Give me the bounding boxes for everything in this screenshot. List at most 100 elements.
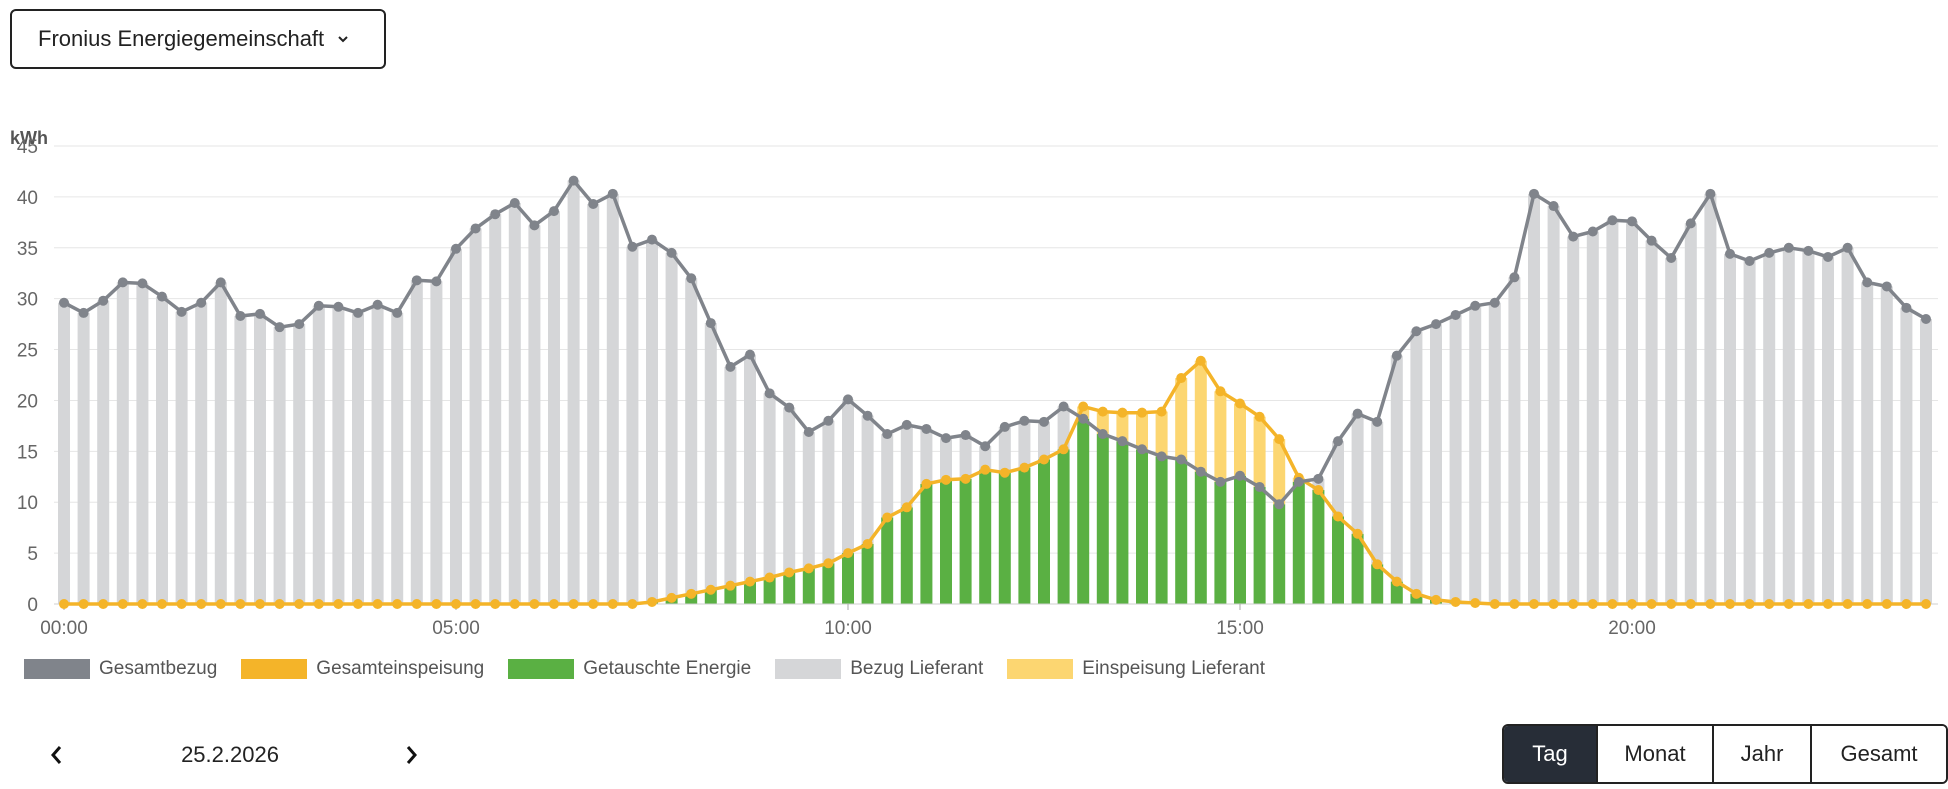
- gesamtbezug-point: [1587, 226, 1598, 237]
- bar-getauschte-energie: [802, 568, 815, 604]
- gesamteinspeisung-point: [1666, 599, 1677, 609]
- bar-einspeisung-lieferant: [1096, 411, 1109, 435]
- gesamteinspeisung-point: [1607, 599, 1618, 609]
- bar-getauschte-energie: [1096, 434, 1109, 604]
- gesamtbezug-point: [1901, 302, 1912, 313]
- bar-getauschte-energie: [1077, 418, 1090, 604]
- gesamteinspeisung-point: [117, 599, 128, 609]
- next-day-button[interactable]: [396, 740, 426, 770]
- bar-bezug-lieferant: [1920, 319, 1932, 604]
- gesamteinspeisung-point: [196, 599, 207, 609]
- gesamteinspeisung-point: [1039, 454, 1049, 465]
- gesamtbezug-point: [843, 394, 853, 405]
- gesamteinspeisung-point: [431, 599, 442, 609]
- gesamtbezug-point: [1862, 277, 1873, 288]
- bar-getauschte-energie: [1273, 504, 1286, 604]
- gesamtbezug-point: [176, 306, 187, 317]
- gesamteinspeisung-point: [1803, 599, 1814, 609]
- gesamtbezug-point: [1450, 309, 1461, 320]
- bar-bezug-lieferant: [1665, 257, 1678, 604]
- legend-item-getauschte-energie[interactable]: Getauschte Energie: [508, 658, 751, 680]
- gesamtbezug-point: [1744, 256, 1755, 267]
- gesamtbezug-point: [1529, 188, 1539, 199]
- gesamtbezug-point: [157, 291, 167, 302]
- bar-bezug-lieferant: [881, 434, 894, 518]
- tab-jahr[interactable]: Jahr: [1712, 726, 1810, 782]
- y-tick-label: 10: [17, 493, 38, 514]
- gesamteinspeisung-point: [490, 599, 501, 609]
- gesamteinspeisung-point: [1117, 407, 1128, 418]
- gesamtbezug-point: [823, 415, 834, 426]
- gesamteinspeisung-point: [1137, 407, 1147, 418]
- gesamteinspeisung-point: [1725, 599, 1735, 609]
- bar-bezug-lieferant: [1763, 252, 1776, 604]
- bar-bezug-lieferant: [1430, 324, 1442, 600]
- bar-bezug-lieferant: [175, 311, 188, 604]
- bar-bezug-lieferant: [704, 323, 717, 590]
- legend-item-bezug-lieferant[interactable]: Bezug Lieferant: [775, 658, 983, 680]
- gesamteinspeisung-point: [1646, 599, 1657, 609]
- bar-getauschte-energie: [1194, 471, 1207, 604]
- bar-bezug-lieferant: [1371, 421, 1384, 565]
- gesamteinspeisung-point: [941, 474, 951, 485]
- bar-bezug-lieferant: [548, 211, 560, 604]
- gesamteinspeisung-point: [313, 599, 324, 609]
- gesamteinspeisung-point: [666, 592, 677, 603]
- gesamtbezug-point: [1705, 188, 1716, 199]
- gesamteinspeisung-point: [392, 599, 403, 609]
- bar-einspeisung-lieferant: [1253, 416, 1266, 487]
- gesamteinspeisung-point: [1842, 599, 1853, 609]
- gesamtbezug-point: [274, 322, 285, 333]
- legend-item-einspeisung-lieferant[interactable]: Einspeisung Lieferant: [1007, 658, 1265, 680]
- gesamtbezug-point: [1489, 297, 1500, 308]
- gesamteinspeisung-point: [1195, 355, 1206, 366]
- gesamteinspeisung-point: [137, 599, 148, 609]
- bar-bezug-lieferant: [567, 180, 580, 605]
- bar-bezug-lieferant: [685, 278, 698, 594]
- legend-item-gesamtbezug[interactable]: Gesamtbezug: [24, 658, 217, 680]
- gesamtbezug-point: [235, 310, 246, 321]
- gesamtbezug-point: [1372, 416, 1383, 427]
- gesamteinspeisung-point: [1254, 411, 1265, 422]
- previous-day-button[interactable]: [42, 740, 72, 770]
- gesamtbezug-point: [686, 273, 697, 284]
- bar-bezug-lieferant: [1626, 221, 1638, 604]
- gesamtbezug-point: [627, 241, 638, 252]
- legend-item-gesamteinspeisung[interactable]: Gesamteinspeisung: [241, 658, 484, 680]
- gesamtbezug-point: [862, 410, 873, 421]
- gesamteinspeisung-point: [255, 599, 265, 609]
- legend-swatch-getauschte-energie: [508, 659, 575, 679]
- gesamtbezug-point: [705, 318, 716, 329]
- gesamteinspeisung-point: [980, 464, 991, 475]
- bar-getauschte-energie: [763, 577, 776, 604]
- gesamteinspeisung-point: [78, 599, 89, 609]
- bar-bezug-lieferant: [646, 239, 658, 602]
- gesamtbezug-point: [353, 307, 363, 318]
- gesamteinspeisung-point: [98, 599, 109, 609]
- gesamteinspeisung-point: [1744, 599, 1755, 609]
- bar-bezug-lieferant: [1782, 247, 1795, 604]
- bar-bezug-lieferant: [626, 246, 639, 604]
- tab-tag[interactable]: Tag: [1504, 726, 1596, 782]
- bar-getauschte-energie: [1351, 533, 1364, 604]
- bar-bezug-lieferant: [332, 306, 345, 604]
- y-tick-label: 30: [17, 290, 38, 311]
- bar-bezug-lieferant: [822, 420, 835, 564]
- bar-bezug-lieferant: [861, 415, 874, 544]
- gesamtbezug-point: [1666, 252, 1677, 263]
- community-dropdown[interactable]: Fronius Energiegemeinschaft: [10, 9, 386, 69]
- gesamtbezug-point: [1764, 247, 1775, 258]
- bar-getauschte-energie: [979, 469, 992, 604]
- bar-bezug-lieferant: [1528, 193, 1540, 604]
- gesamtbezug-point: [1274, 499, 1285, 510]
- gesamteinspeisung-point: [372, 599, 383, 609]
- chart-legend: Gesamtbezug Gesamteinspeisung Getauschte…: [24, 658, 1289, 680]
- tab-monat[interactable]: Monat: [1596, 726, 1712, 782]
- tab-gesamt[interactable]: Gesamt: [1810, 726, 1946, 782]
- gesamtbezug-point: [588, 199, 599, 210]
- gesamtbezug-point: [1431, 319, 1441, 330]
- bar-bezug-lieferant: [1586, 231, 1599, 604]
- chevron-down-icon: [336, 32, 350, 46]
- gesamtbezug-point: [980, 441, 991, 452]
- bar-bezug-lieferant: [1880, 286, 1893, 604]
